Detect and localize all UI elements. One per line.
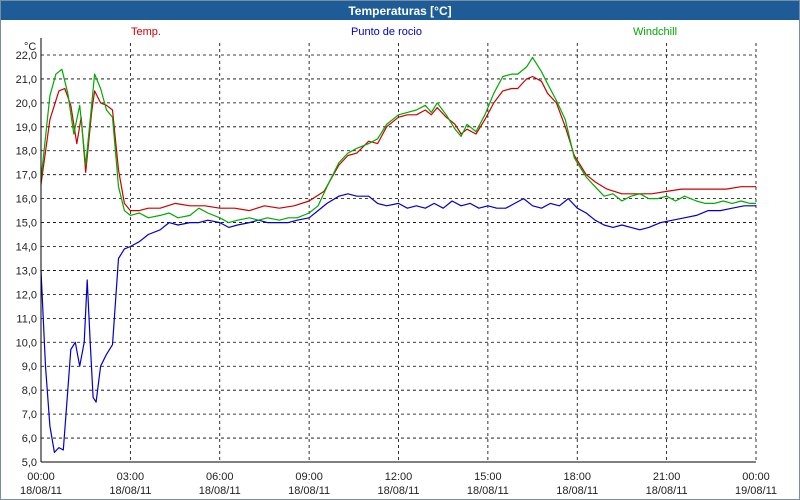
x-tick-date: 18/08/11 [556,485,598,497]
x-tick-time: 12:00 [385,471,413,483]
y-tick-label: 14,0 [16,242,37,254]
x-tick-date: 18/08/11 [199,485,241,497]
x-tick-date: 18/08/11 [646,485,688,497]
y-tick-label: 17,0 [16,170,37,182]
y-tick-label: 12,0 [16,289,37,301]
chart-title: Temperaturas [°C] [1,1,799,20]
y-tick-label: 13,0 [16,265,37,277]
series-line-2 [40,56,756,224]
legend-temp: Temp. [131,26,161,38]
series-line-1 [40,193,756,453]
y-tick-label: 8,0 [22,385,37,397]
series-line-0 [40,75,756,212]
axes: 5,0 6,0 7,0 8,0 9,0 10,0 11,0 12,0 13,0 14,0 15,0 1… [16,38,777,497]
y-tick-label: 7,0 [22,409,37,421]
y-tick-label: 6,0 [22,433,37,445]
x-tick-time: 21:00 [653,471,681,483]
x-tick-date: 19/08/11 [735,485,777,497]
y-tick-label: 22,0 [16,50,37,62]
x-tick-date: 18/08/11 [467,485,509,497]
x-tick-time: 00:00 [742,471,770,483]
x-tick-time: 18:00 [563,471,591,483]
x-tick-date: 18/08/11 [20,485,62,497]
y-tick-label: 5,0 [22,457,37,469]
y-tick-label: 20,0 [16,98,37,110]
legend-dew-point: Punto de rocio [351,26,422,38]
y-tick-label: 10,0 [16,337,37,349]
x-tick-date: 18/08/11 [377,485,419,497]
series-lines [40,56,756,453]
x-tick-time: 09:00 [295,471,323,483]
grid [40,43,757,463]
y-tick-label: 21,0 [16,74,37,86]
x-tick-time: 06:00 [206,471,234,483]
y-tick-label: 16,0 [16,194,37,206]
legend-windchill: Windchill [633,26,678,38]
x-tick-time: 00:00 [27,471,55,483]
y-tick-label: 18,0 [16,146,37,158]
x-tick-date: 18/08/11 [288,485,330,497]
y-tick-label: 9,0 [22,361,37,373]
y-tick-label: 19,0 [16,122,37,134]
x-tick-date: 18/08/11 [109,485,151,497]
x-tick-time: 15:00 [474,471,502,483]
y-axis-unit: °C [24,41,36,53]
y-tick-label: 11,0 [16,313,37,325]
x-tick-time: 03:00 [117,471,145,483]
y-tick-label: 15,0 [16,218,37,230]
